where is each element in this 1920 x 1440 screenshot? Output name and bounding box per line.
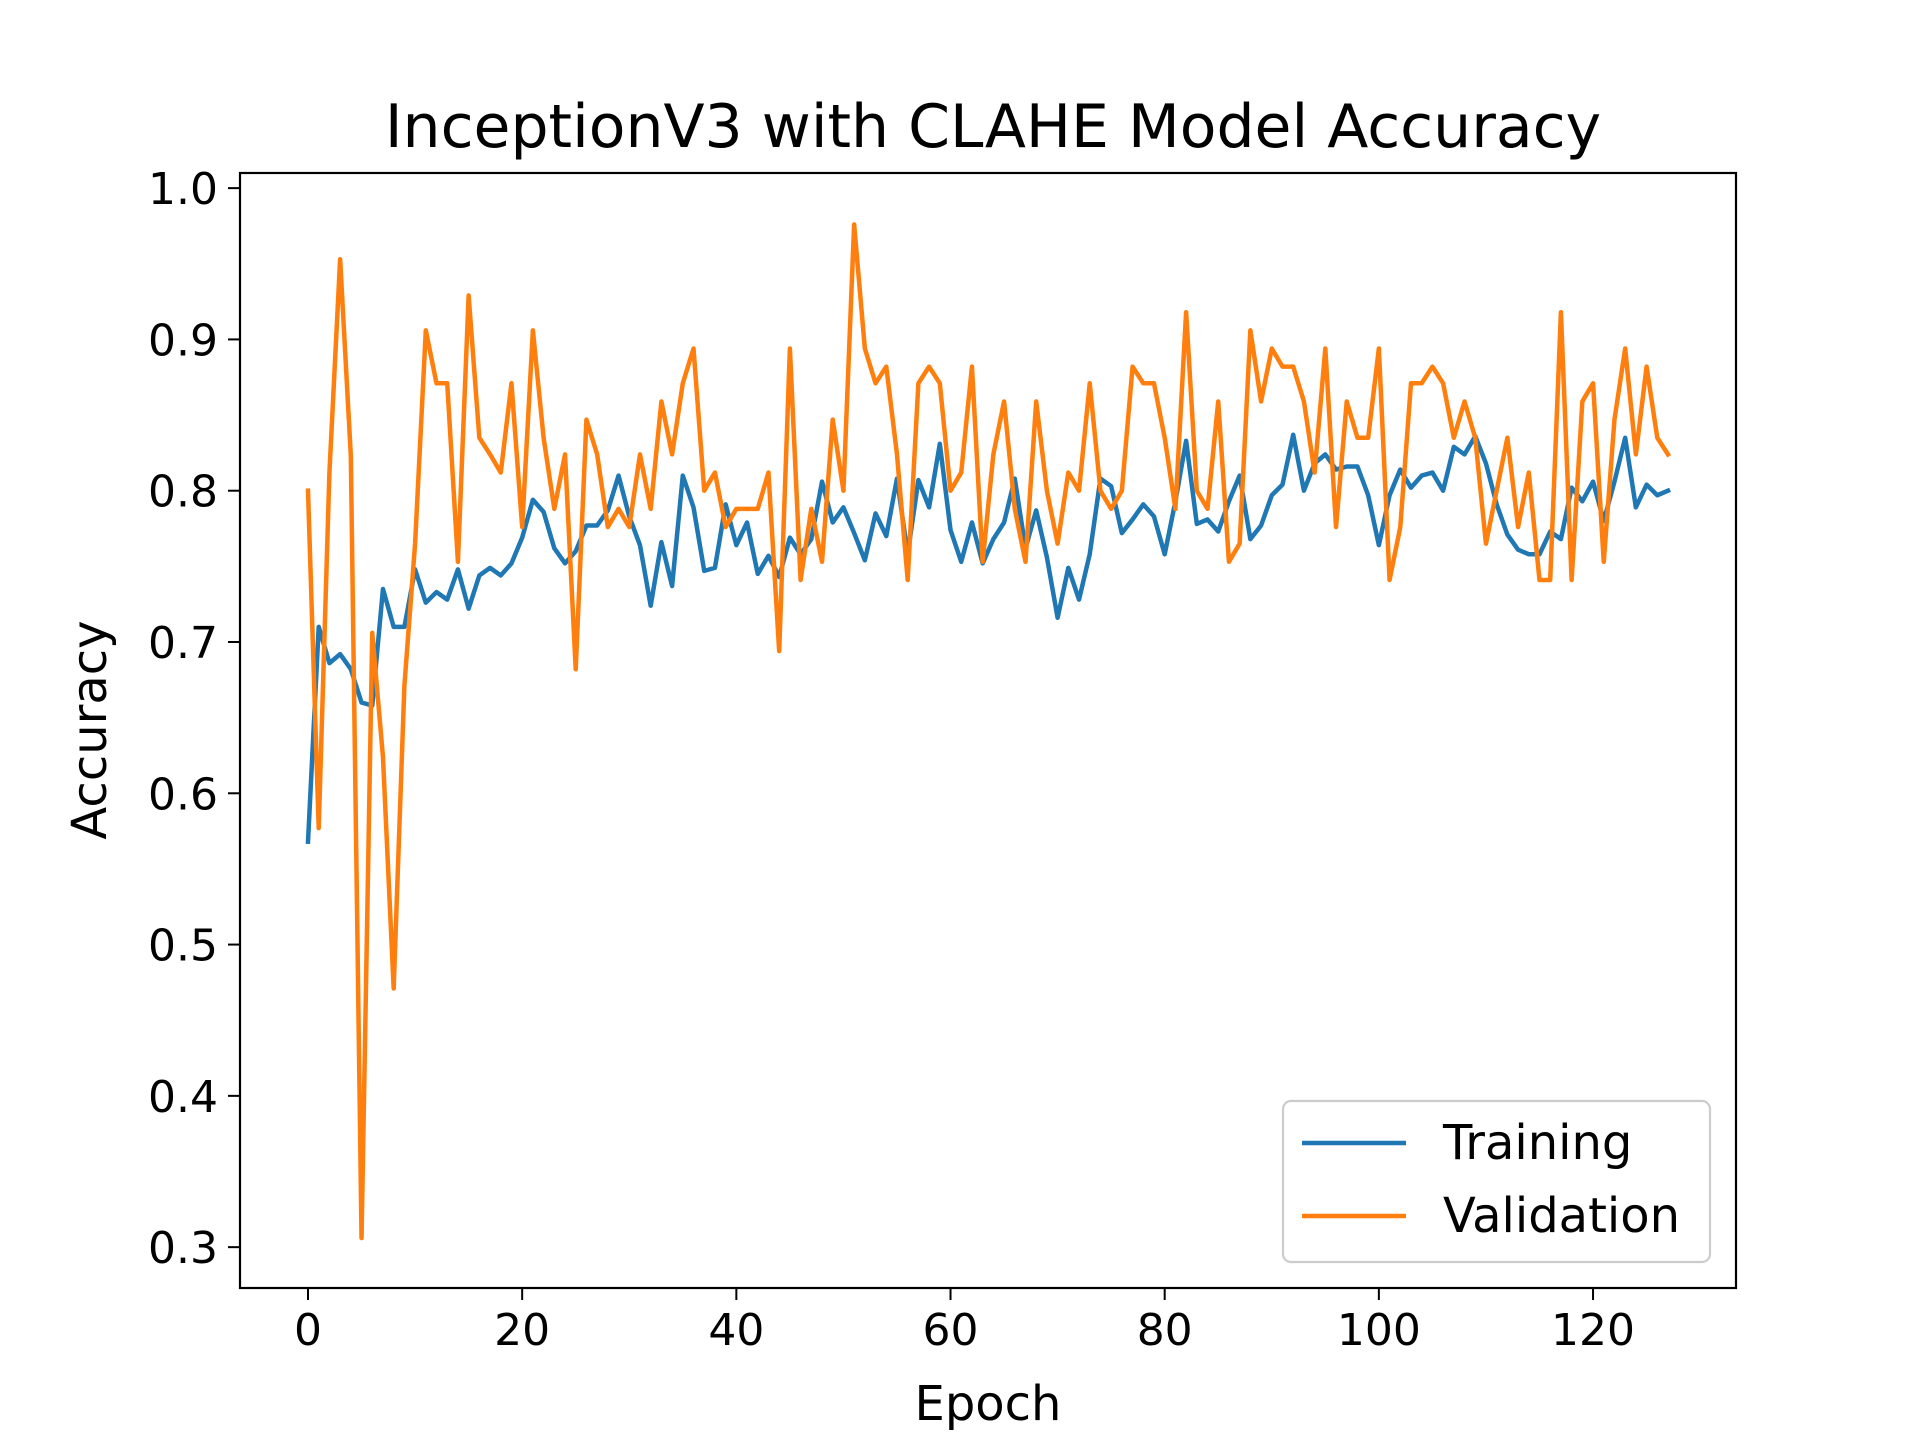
legend-label-validation: Validation	[1443, 1188, 1680, 1244]
plot-frame	[238, 171, 1738, 1290]
x-axis-ticks: 0 20 40 60 80 100 120	[294, 1288, 1635, 1356]
x-tick-label: 80	[1137, 1305, 1193, 1356]
y-tick-label: 0.7	[148, 618, 218, 669]
y-tick-label: 0.5	[148, 921, 218, 972]
y-axis-ticks: 0.3 0.4 0.5 0.6 0.7 0.8 0.9 1.0	[148, 164, 240, 1274]
x-tick-label: 20	[494, 1305, 550, 1356]
series-line-validation	[305, 222, 1672, 1241]
y-tick-label: 0.4	[148, 1072, 218, 1123]
y-tick-label: 0.3	[148, 1223, 218, 1274]
x-tick-label: 0	[294, 1305, 322, 1356]
plot-lines	[305, 222, 1672, 1241]
y-tick-label: 1.0	[148, 164, 218, 215]
series-line-training	[305, 432, 1671, 845]
chart-title: InceptionV3 with CLAHE Model Accuracy	[385, 92, 1601, 162]
y-axis-label: Accuracy	[62, 620, 118, 839]
y-tick-label: 0.9	[148, 315, 218, 366]
x-tick-label: 100	[1337, 1305, 1421, 1356]
x-tick-label: 120	[1551, 1305, 1635, 1356]
y-tick-label: 0.8	[148, 467, 218, 518]
x-axis-label: Epoch	[915, 1376, 1062, 1432]
legend-label-training: Training	[1442, 1115, 1632, 1171]
x-tick-label: 40	[708, 1305, 764, 1356]
x-tick-label: 60	[923, 1305, 979, 1356]
legend: Training Validation	[1281, 1099, 1712, 1264]
y-tick-label: 0.6	[148, 769, 218, 820]
